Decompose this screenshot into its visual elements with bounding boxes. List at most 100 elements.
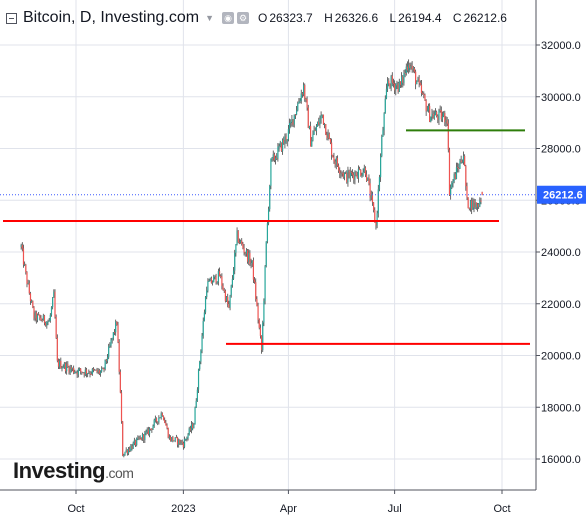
- candle-body: [148, 428, 151, 435]
- candle-body: [228, 304, 230, 308]
- candle-body: [343, 173, 346, 178]
- drawn-lines[interactable]: [3, 129, 530, 345]
- candle-body: [81, 371, 83, 373]
- candle-body: [139, 437, 141, 439]
- candle-body: [285, 136, 287, 142]
- candle-body: [415, 71, 417, 85]
- candle-body: [113, 332, 116, 333]
- high-value: 26326.6: [334, 11, 379, 25]
- low-label: L: [389, 11, 397, 25]
- candle-body: [252, 260, 255, 280]
- candle-body: [62, 367, 64, 369]
- candle-body: [352, 172, 354, 175]
- candle-body: [70, 367, 72, 370]
- candle-body: [411, 65, 413, 70]
- candle-body: [441, 116, 444, 120]
- gear-icon[interactable]: ⚙: [237, 12, 249, 24]
- candle-body: [392, 82, 395, 84]
- candle-body: [222, 285, 224, 290]
- candle-body: [462, 156, 465, 163]
- candle-body: [231, 278, 233, 286]
- candle-body: [67, 364, 69, 367]
- candle-body: [57, 360, 60, 367]
- candle-body: [126, 449, 128, 454]
- candle-body: [297, 103, 299, 111]
- candle-body: [325, 124, 327, 135]
- candle-body: [239, 240, 242, 243]
- candle-body: [75, 372, 77, 373]
- candle-body: [430, 116, 432, 122]
- candle-body: [38, 314, 40, 316]
- candle-body: [395, 85, 397, 91]
- candle-body: [124, 451, 126, 455]
- candle-body: [403, 72, 405, 83]
- candle-body: [154, 418, 156, 421]
- candle-body: [183, 439, 186, 448]
- candle-body: [83, 372, 85, 375]
- candle-body: [206, 290, 208, 298]
- candle-body: [471, 200, 473, 210]
- candle-body: [220, 276, 222, 277]
- candle-body: [448, 149, 451, 196]
- candle-body: [417, 78, 419, 82]
- candle-body: [446, 120, 448, 124]
- candle-body: [346, 172, 348, 183]
- candle-body: [336, 158, 339, 166]
- candle-body: [178, 439, 180, 445]
- candle-body: [34, 312, 36, 319]
- candle-body: [76, 372, 78, 375]
- candle-body: [331, 142, 333, 156]
- candle-body: [458, 167, 460, 169]
- close-label: C: [452, 11, 462, 25]
- candle-body: [370, 195, 372, 198]
- candle-body: [429, 106, 431, 122]
- candle-body: [119, 371, 121, 393]
- candle-body: [36, 314, 39, 321]
- candle-body: [133, 440, 135, 443]
- candle-body: [88, 372, 90, 374]
- candle-body: [434, 111, 437, 115]
- candle-body: [138, 437, 140, 439]
- candle-body: [169, 436, 172, 441]
- candle-body: [66, 364, 68, 372]
- candle-body: [132, 442, 134, 449]
- chevron-down-icon[interactable]: ▼: [205, 13, 214, 23]
- candle-body: [384, 98, 386, 114]
- candle-body: [201, 335, 203, 351]
- candle-body: [157, 421, 159, 423]
- candle-body: [179, 439, 181, 444]
- candle-body: [432, 113, 434, 119]
- candle-body: [307, 107, 309, 128]
- candle-body: [313, 130, 315, 135]
- candle-body: [73, 367, 75, 373]
- candle-body: [294, 114, 297, 116]
- x-tick-label: 2023: [171, 503, 195, 515]
- candle-body: [299, 100, 301, 102]
- symbol-title[interactable]: Bitcoin, D, Investing.com: [23, 9, 200, 26]
- candle-body: [118, 342, 120, 372]
- candle-body: [147, 429, 149, 435]
- candle-body: [416, 81, 418, 85]
- candle-body: [251, 260, 253, 263]
- y-tick-label: 20000.0: [541, 351, 581, 363]
- chart-header: Bitcoin, D, Investing.com ▼ ◉ ⚙ O 26323.7…: [0, 0, 536, 36]
- candle-body: [332, 155, 334, 158]
- candle-body: [64, 363, 67, 372]
- candle-body: [271, 157, 273, 159]
- candle-body: [466, 186, 468, 198]
- candle-body: [481, 191, 483, 195]
- candle-body: [402, 76, 404, 83]
- candle-body: [27, 283, 29, 285]
- candle-body: [32, 301, 34, 308]
- eye-icon[interactable]: ◉: [222, 12, 234, 24]
- candle-body: [235, 244, 237, 253]
- candle-body: [292, 119, 294, 125]
- candle-body: [46, 321, 48, 326]
- candle-body: [90, 373, 92, 375]
- candle-body: [467, 197, 469, 209]
- candle-body: [244, 252, 246, 254]
- collapse-icon[interactable]: [6, 12, 17, 24]
- candle-body: [308, 126, 311, 128]
